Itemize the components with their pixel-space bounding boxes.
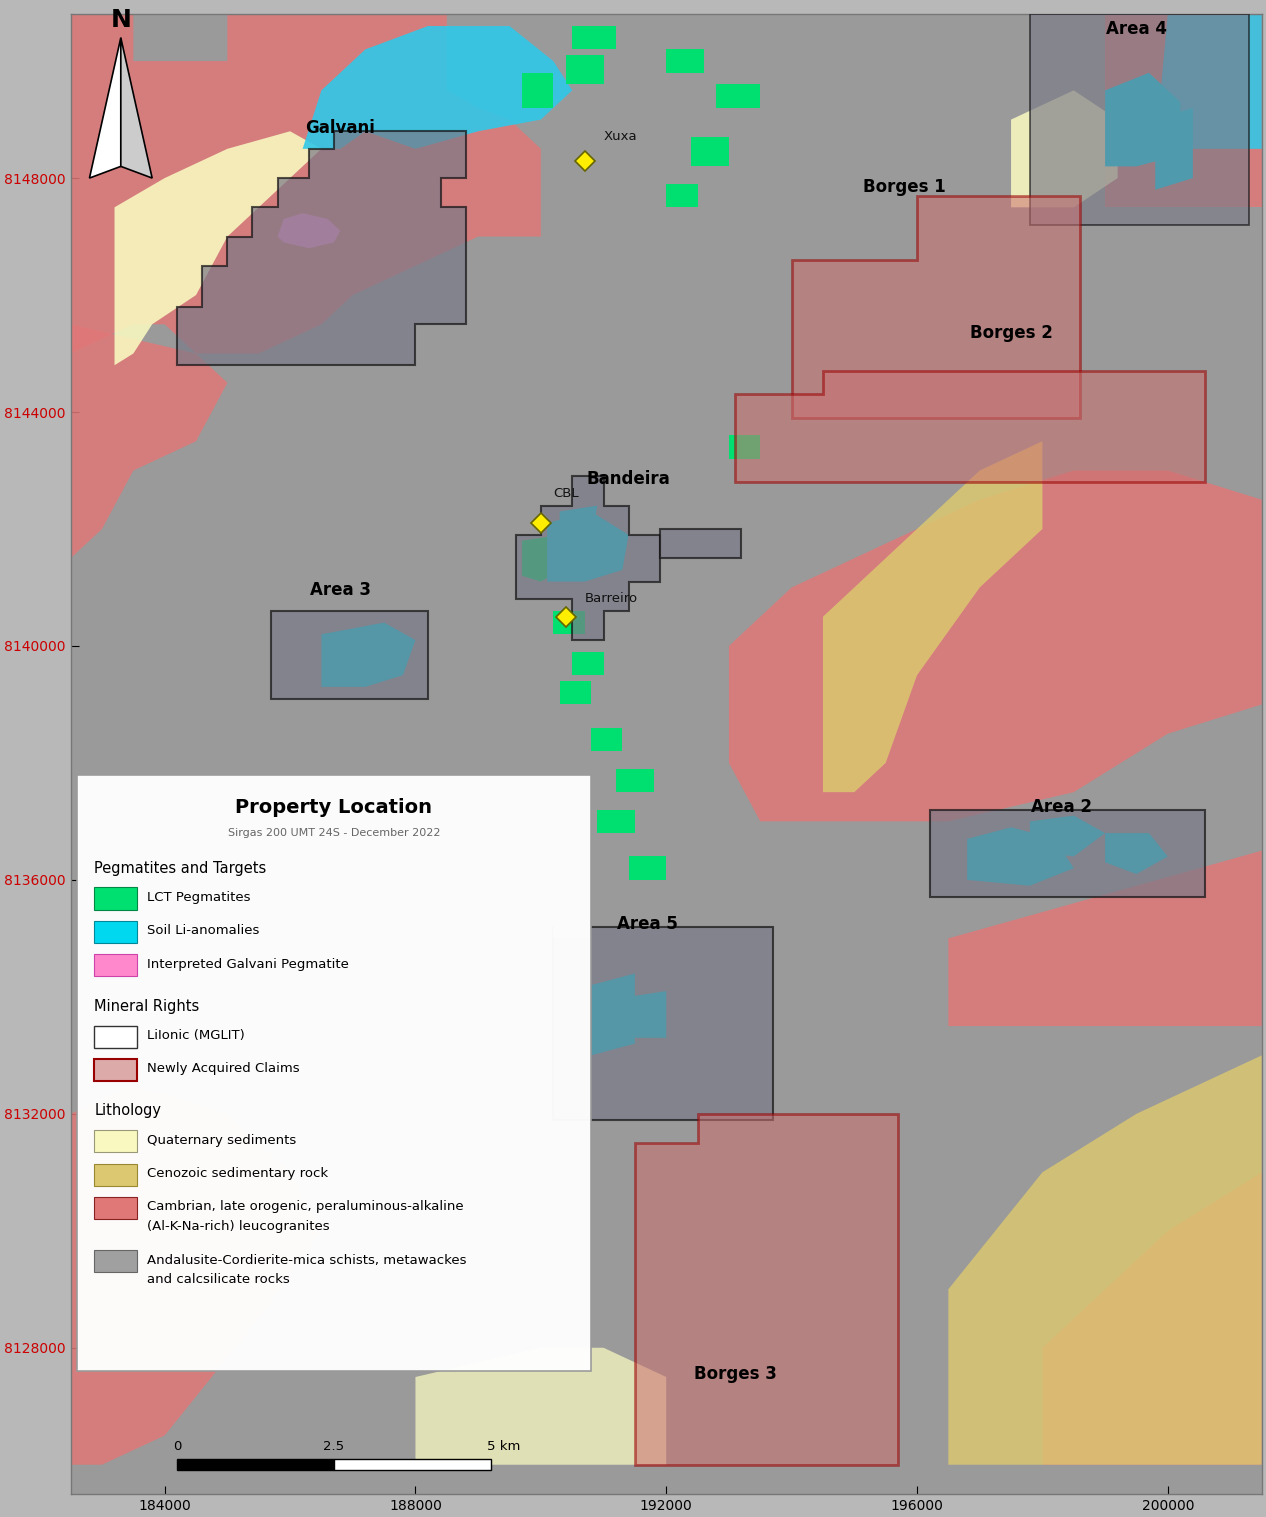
- Polygon shape: [591, 974, 634, 1056]
- Text: Area 3: Area 3: [310, 581, 371, 599]
- Polygon shape: [967, 827, 1074, 886]
- Polygon shape: [553, 927, 772, 1120]
- Polygon shape: [566, 55, 604, 85]
- Text: Area 4: Area 4: [1106, 20, 1167, 38]
- Text: Cenozoic sedimentary rock: Cenozoic sedimentary rock: [147, 1167, 328, 1180]
- Text: 2.5: 2.5: [323, 1440, 344, 1453]
- Polygon shape: [591, 728, 623, 751]
- Text: LCT Pegmatites: LCT Pegmatites: [147, 890, 251, 904]
- Polygon shape: [522, 73, 553, 108]
- Polygon shape: [71, 14, 541, 353]
- Text: Area 5: Area 5: [617, 915, 677, 933]
- Polygon shape: [522, 536, 572, 581]
- Polygon shape: [948, 851, 1262, 1025]
- Text: (Al-K-Na-rich) leucogranites: (Al-K-Na-rich) leucogranites: [147, 1220, 329, 1233]
- Text: Cambrian, late orogenic, peraluminous-alkaline: Cambrian, late orogenic, peraluminous-al…: [147, 1200, 463, 1214]
- Polygon shape: [553, 915, 591, 939]
- Polygon shape: [572, 652, 604, 675]
- Text: Andalusite-Cordierite-mica schists, metawackes: Andalusite-Cordierite-mica schists, meta…: [147, 1253, 467, 1267]
- Bar: [95, 887, 137, 910]
- Polygon shape: [271, 611, 428, 699]
- Text: Quaternary sediments: Quaternary sediments: [147, 1133, 296, 1147]
- Polygon shape: [71, 325, 228, 587]
- Polygon shape: [666, 50, 704, 73]
- Polygon shape: [729, 470, 1262, 821]
- Polygon shape: [415, 1347, 666, 1465]
- Text: Newly Acquired Claims: Newly Acquired Claims: [147, 1062, 300, 1076]
- Polygon shape: [598, 810, 634, 833]
- Bar: [77, 775, 591, 1371]
- Bar: [95, 1059, 137, 1082]
- Polygon shape: [1105, 14, 1262, 208]
- Polygon shape: [660, 529, 742, 558]
- Polygon shape: [634, 1113, 898, 1465]
- Polygon shape: [560, 681, 591, 704]
- Bar: [95, 1197, 137, 1220]
- Text: Soil Li-anomalies: Soil Li-anomalies: [147, 924, 260, 938]
- Text: Galvani: Galvani: [305, 120, 375, 137]
- Polygon shape: [547, 511, 629, 581]
- Polygon shape: [177, 132, 466, 366]
- Polygon shape: [1029, 14, 1250, 225]
- Polygon shape: [1042, 1173, 1262, 1465]
- Polygon shape: [691, 137, 729, 167]
- Polygon shape: [929, 810, 1205, 898]
- Text: and calcsilicate rocks: and calcsilicate rocks: [147, 1273, 290, 1286]
- Text: Pegmatites and Targets: Pegmatites and Targets: [95, 860, 267, 875]
- Text: Bandeira: Bandeira: [586, 470, 671, 488]
- Text: Borges 3: Borges 3: [694, 1365, 776, 1384]
- Polygon shape: [823, 441, 1042, 792]
- Polygon shape: [629, 991, 666, 1038]
- Bar: [95, 1130, 137, 1153]
- Polygon shape: [90, 38, 120, 177]
- Text: N: N: [110, 8, 132, 32]
- Text: Mineral Rights: Mineral Rights: [95, 998, 200, 1013]
- Polygon shape: [560, 505, 598, 540]
- Text: Property Location: Property Location: [235, 798, 433, 818]
- Text: LiIonic (MGLIT): LiIonic (MGLIT): [147, 1029, 244, 1042]
- Text: Interpreted Galvani Pegmatite: Interpreted Galvani Pegmatite: [147, 957, 349, 971]
- Text: Lithology: Lithology: [95, 1103, 162, 1118]
- Bar: [334, 1459, 491, 1470]
- Text: 5 km: 5 km: [486, 1440, 520, 1453]
- Bar: [95, 1164, 137, 1186]
- Polygon shape: [120, 38, 152, 177]
- Text: Barreiro: Barreiro: [585, 592, 638, 605]
- Polygon shape: [572, 26, 617, 50]
- Polygon shape: [303, 26, 572, 149]
- Polygon shape: [114, 132, 322, 366]
- Bar: [95, 1250, 137, 1273]
- Polygon shape: [666, 184, 698, 208]
- Polygon shape: [277, 214, 341, 249]
- Bar: [95, 1025, 137, 1048]
- Polygon shape: [791, 196, 1080, 417]
- Text: Xuxa: Xuxa: [604, 130, 637, 143]
- Text: 0: 0: [173, 1440, 181, 1453]
- Polygon shape: [1012, 91, 1118, 208]
- Bar: [177, 1459, 334, 1470]
- Text: CBL: CBL: [553, 487, 579, 499]
- Polygon shape: [617, 769, 653, 792]
- Text: Area 2: Area 2: [1031, 798, 1091, 816]
- Polygon shape: [736, 372, 1205, 482]
- Polygon shape: [629, 857, 666, 880]
- Polygon shape: [717, 85, 761, 108]
- Polygon shape: [729, 435, 761, 458]
- Bar: [95, 921, 137, 944]
- Polygon shape: [515, 476, 660, 640]
- Polygon shape: [1105, 73, 1180, 167]
- Polygon shape: [553, 611, 585, 634]
- Text: Borges 2: Borges 2: [970, 323, 1052, 341]
- Bar: [95, 954, 137, 977]
- Polygon shape: [1156, 108, 1193, 190]
- Polygon shape: [1029, 816, 1105, 857]
- Polygon shape: [948, 1056, 1262, 1465]
- Text: Borges 1: Borges 1: [863, 177, 946, 196]
- Polygon shape: [322, 622, 415, 687]
- Polygon shape: [1105, 833, 1167, 874]
- Text: Sirgas 200 UMT 24S - December 2022: Sirgas 200 UMT 24S - December 2022: [228, 828, 441, 839]
- Polygon shape: [1156, 14, 1262, 149]
- Polygon shape: [71, 1085, 322, 1465]
